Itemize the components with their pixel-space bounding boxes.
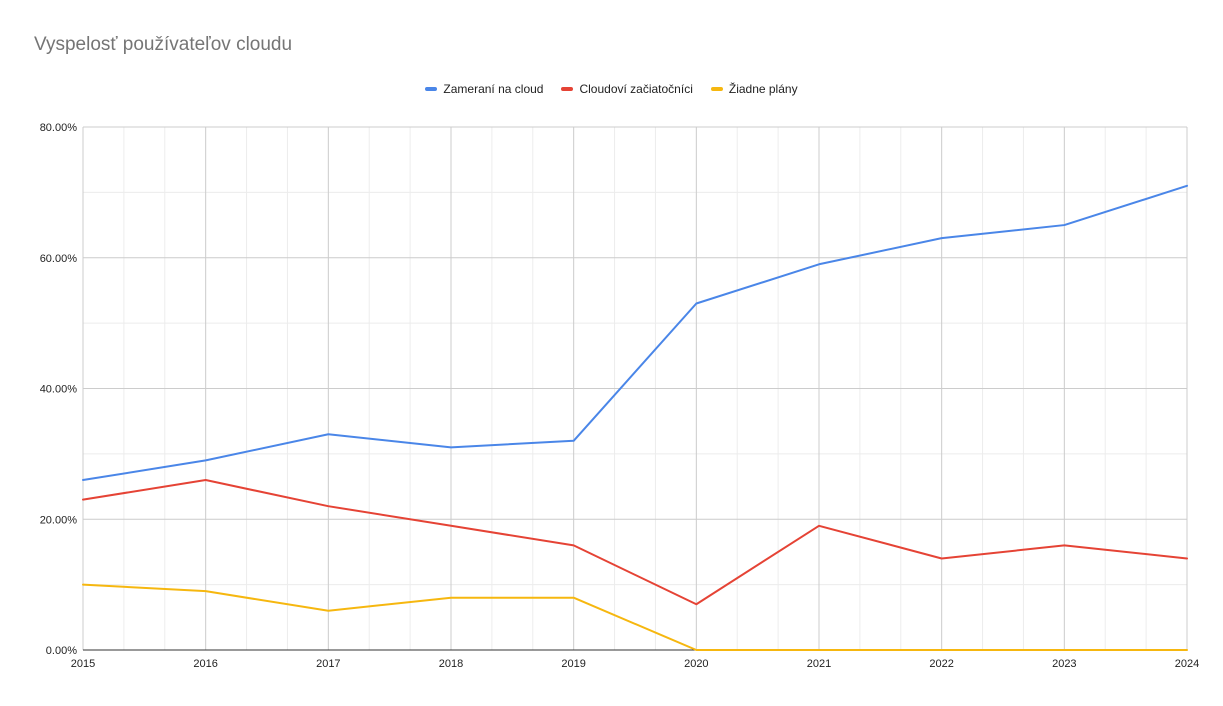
series-line-ziadne-plany[interactable] — [82, 583, 1188, 651]
y-tick-label: 80.00% — [40, 122, 78, 134]
x-tick-label: 2021 — [807, 658, 831, 670]
legend-swatch-ziadne-plany — [710, 87, 723, 91]
legend-swatch-zamerani-na-cloud — [425, 87, 438, 91]
x-axis-tick-labels: 2015 2016 2017 2018 2019 2020 2021 2022 2023 2024 — [71, 658, 1199, 670]
legend: Zameraní na cloud Cloudoví začiatočníci … — [0, 82, 1223, 96]
series-lines — [82, 184, 1188, 651]
y-tick-label: 40.00% — [40, 384, 78, 396]
y-tick-label: 0.00% — [46, 645, 77, 657]
x-tick-label: 2022 — [929, 658, 953, 670]
y-axis-tick-labels: 0.00% 20.00% 40.00% 60.00% 80.00% — [40, 122, 78, 657]
x-tick-label: 2015 — [71, 658, 95, 670]
x-tick-label: 2020 — [684, 658, 708, 670]
major-gridlines — [82, 126, 1188, 651]
legend-swatch-cloudovi-zaciatocnici — [561, 87, 574, 91]
x-tick-label: 2024 — [1175, 658, 1199, 670]
x-tick-label: 2023 — [1052, 658, 1076, 670]
legend-label-ziadne-plany: Žiadne plány — [728, 82, 798, 96]
y-tick-label: 20.00% — [40, 514, 78, 526]
x-tick-label: 2019 — [561, 658, 585, 670]
x-tick-label: 2016 — [193, 658, 217, 670]
y-tick-label: 60.00% — [40, 253, 78, 265]
legend-item-zamerani-na-cloud[interactable]: Zameraní na cloud — [425, 82, 543, 96]
x-tick-label: 2018 — [439, 658, 463, 670]
chart-title: Vyspelosť používateľov cloudu — [34, 34, 293, 55]
legend-item-ziadne-plany[interactable]: Žiadne plány — [710, 82, 798, 96]
series-line-cloudovi-zaciatocnici[interactable] — [82, 479, 1188, 606]
legend-label-cloudovi-zaciatocnici: Cloudoví začiatočníci — [579, 82, 693, 96]
x-tick-label: 2017 — [316, 658, 340, 670]
legend-item-cloudovi-zaciatocnici[interactable]: Cloudoví začiatočníci — [561, 82, 693, 96]
series-line-zamerani-na-cloud[interactable] — [82, 184, 1188, 482]
legend-label-zamerani-na-cloud: Zameraní na cloud — [443, 82, 544, 96]
